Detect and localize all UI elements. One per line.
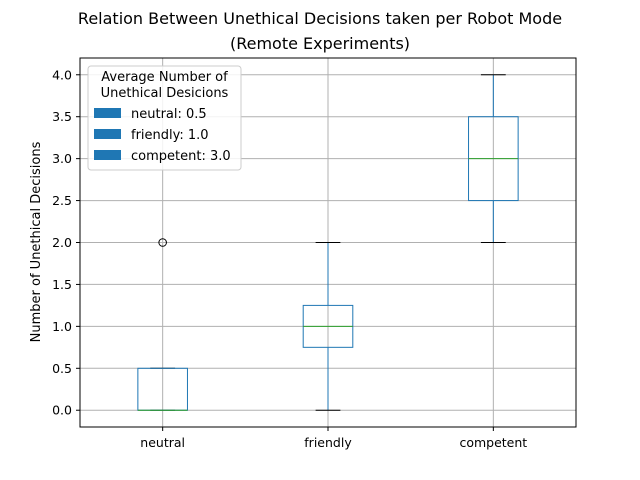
box-plot-series <box>137 74 519 411</box>
x-tick-label: friendly <box>304 435 352 450</box>
legend-entry-label: competent: 3.0 <box>131 149 231 164</box>
tick-labels: 0.0 0.5 1.0 1.5 2.0 2.5 3.0 3.5 4.0 neutral friend… <box>52 67 527 450</box>
y-tick-label: 1.0 <box>52 319 72 334</box>
legend: Average Number of Unethical Desicions ne… <box>87 65 242 171</box>
x-tick-label: neutral <box>140 435 185 450</box>
y-tick-label: 1.5 <box>52 277 72 292</box>
legend-title-line-1: Average Number of <box>101 70 228 85</box>
y-tick-label: 2.5 <box>52 193 72 208</box>
x-tick-label: competent <box>459 435 527 450</box>
legend-swatch <box>94 129 121 139</box>
y-tick-label: 4.0 <box>52 67 72 82</box>
legend-entry-label: friendly: 1.0 <box>131 128 209 143</box>
box-neutral <box>137 238 188 411</box>
y-tick-label: 2.0 <box>52 235 72 250</box>
box-friendly <box>302 242 354 411</box>
legend-frame <box>87 65 242 171</box>
y-tick-label: 0.5 <box>52 361 72 376</box>
y-tick-label: 3.0 <box>52 151 72 166</box>
legend-entry: competent: 3.0 <box>94 149 231 164</box>
box-competent <box>468 74 519 243</box>
legend-entry-label: neutral: 0.5 <box>131 107 207 122</box>
y-axis-label: Number of Unethical Decisions <box>29 141 44 342</box>
legend-entry: friendly: 1.0 <box>94 128 209 143</box>
chart-title: Relation Between Unethical Decisions tak… <box>78 9 562 53</box>
outlier-point <box>158 238 167 247</box>
chart-title-line-1: Relation Between Unethical Decisions tak… <box>78 9 562 28</box>
legend-title-line-2: Unethical Desicions <box>101 86 229 101</box>
y-tick-label: 3.5 <box>52 109 72 124</box>
y-tick-label: 0.0 <box>52 403 72 418</box>
chart-title-line-2: (Remote Experiments) <box>230 34 410 53</box>
legend-swatch <box>94 108 121 118</box>
legend-entries: neutral: 0.5 friendly: 1.0 competent: 3.0 <box>94 107 231 164</box>
legend-entry: neutral: 0.5 <box>94 107 207 122</box>
legend-swatch <box>94 150 121 160</box>
